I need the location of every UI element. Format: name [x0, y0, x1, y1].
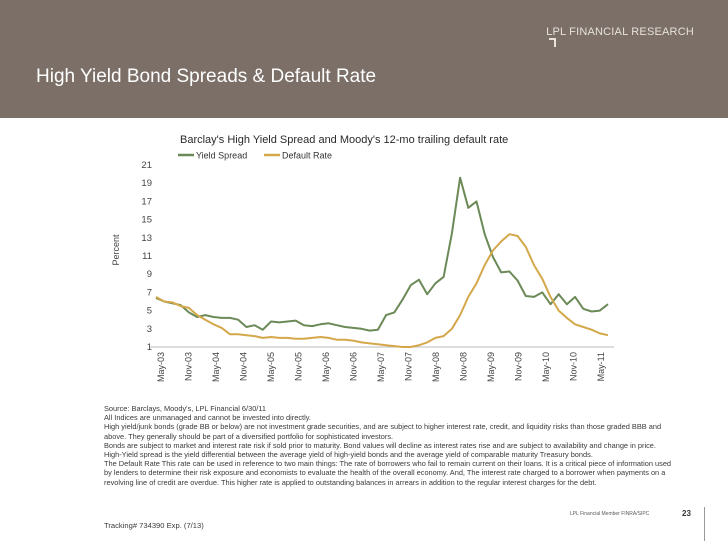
y-tick-label: 13 — [141, 233, 152, 244]
line-chart: Barclay's High Yield Spread and Moody's … — [111, 134, 614, 382]
note-bonds: Bonds are subject to market and interest… — [104, 440, 656, 450]
x-tick-label: Nov-04 — [239, 352, 249, 381]
tracking-number: Tracking# 734390 Exp. (7/13) — [104, 521, 204, 530]
x-tick-label: Nov-08 — [459, 352, 469, 381]
y-tick-label: 7 — [147, 287, 152, 298]
x-axis-ticks: May-03 Nov-03 May-04 Nov-04 May-05 Nov-05 May-… — [156, 352, 606, 382]
brand-mark-icon — [549, 38, 556, 47]
series-line-default-rate — [155, 233, 609, 348]
x-tick-label: Nov-06 — [349, 352, 359, 381]
x-tick-label: Nov-10 — [569, 352, 579, 381]
note-high-yield: High yield/junk bonds (grade BB or below… — [104, 422, 662, 441]
note-default-rate: The Default Rate This rate can be used i… — [104, 459, 672, 487]
note-spread-def: High-Yield spread is the yield different… — [104, 450, 593, 460]
y-tick-label: 1 — [147, 342, 152, 353]
y-tick-label: 3 — [147, 324, 152, 335]
y-tick-label: 19 — [141, 178, 152, 189]
x-tick-label: May-08 — [431, 352, 441, 382]
x-tick-label: May-05 — [266, 352, 276, 382]
x-tick-label: Nov-05 — [294, 352, 304, 381]
y-tick-label: 17 — [141, 196, 152, 207]
note-indices: All Indices are unmanaged and cannot be … — [104, 413, 311, 423]
series-line-yield-spread — [155, 176, 609, 332]
y-tick-label: 5 — [147, 306, 152, 317]
brand-label: LPL FINANCIAL RESEARCH — [546, 26, 694, 38]
y-tick-label: 9 — [147, 269, 152, 280]
legend: Yield Spread Default Rate — [178, 151, 332, 161]
x-tick-label: May-07 — [376, 352, 386, 382]
x-tick-label: Nov-07 — [404, 352, 414, 381]
header-band: LPL FINANCIAL RESEARCH High Yield Bond S… — [0, 0, 728, 118]
x-tick-label: May-09 — [486, 352, 496, 382]
x-tick-label: May-10 — [541, 352, 551, 382]
note-source: Source: Barclays, Moody's, LPL Financial… — [104, 404, 267, 413]
footer-brand: LPL Financial Member FINRA/SIPC — [570, 511, 650, 517]
x-tick-label: Nov-03 — [184, 352, 194, 381]
x-tick-label: Nov-09 — [514, 352, 524, 381]
x-tick-label: May-03 — [156, 352, 166, 382]
x-tick-label: May-04 — [211, 352, 221, 382]
x-tick-label: May-11 — [596, 352, 606, 381]
chart-title: Barclay's High Yield Spread and Moody's … — [180, 134, 508, 146]
y-tick-label: 21 — [141, 160, 152, 171]
y-tick-label: 11 — [142, 251, 152, 262]
series-group — [155, 176, 609, 348]
footer-divider — [704, 507, 705, 541]
y-tick-label: 15 — [141, 215, 152, 226]
notes-block: Source: Barclays, Moody's, LPL Financial… — [104, 404, 679, 487]
x-tick-label: May-06 — [321, 352, 331, 382]
legend-label-yield-spread: Yield Spread — [196, 151, 247, 161]
page-number: 23 — [682, 509, 691, 518]
slide-title: High Yield Bond Spreads & Default Rate — [36, 66, 377, 87]
legend-label-default-rate: Default Rate — [282, 151, 332, 161]
y-axis-label: Percent — [111, 234, 121, 266]
